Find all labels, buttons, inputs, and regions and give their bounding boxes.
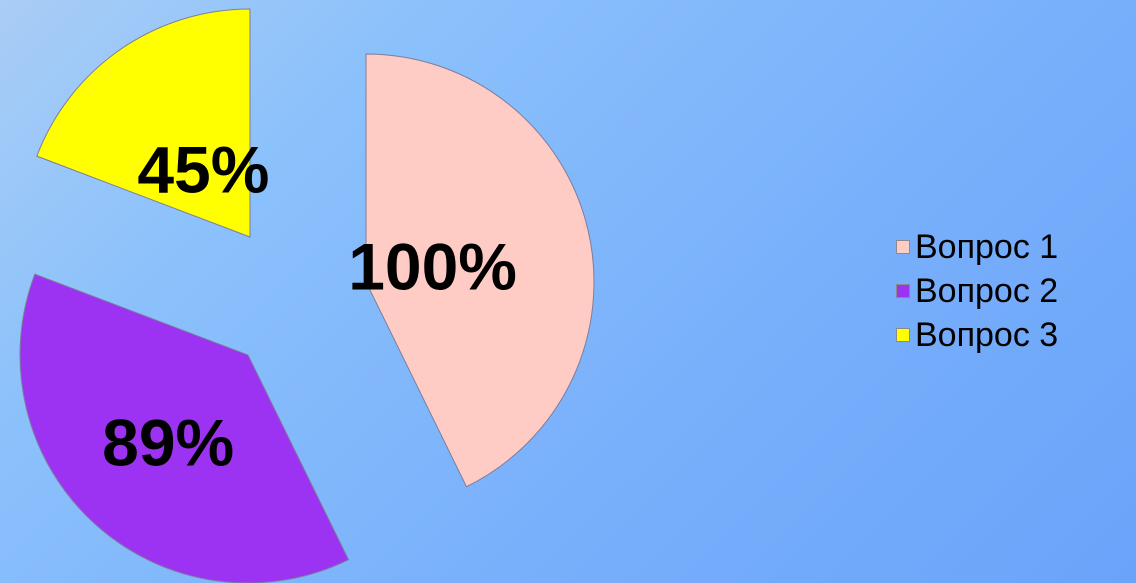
pie-slice	[36, 8, 251, 238]
legend: Вопрос 1 Вопрос 2 Вопрос 3	[896, 225, 1058, 357]
data-label: 100%	[348, 230, 517, 304]
legend-swatch	[896, 284, 910, 298]
pie-slice	[19, 273, 350, 583]
pie-slice	[365, 53, 595, 488]
legend-item: Вопрос 3	[896, 313, 1058, 357]
legend-item: Вопрос 2	[896, 269, 1058, 313]
data-label: 89%	[102, 406, 234, 480]
legend-item: Вопрос 1	[896, 225, 1058, 269]
legend-swatch	[896, 328, 910, 342]
data-label: 45%	[137, 132, 269, 206]
legend-label: Вопрос 1	[915, 228, 1059, 266]
legend-label: Вопрос 2	[915, 272, 1059, 310]
legend-label: Вопрос 3	[915, 316, 1059, 354]
legend-swatch	[896, 240, 910, 254]
